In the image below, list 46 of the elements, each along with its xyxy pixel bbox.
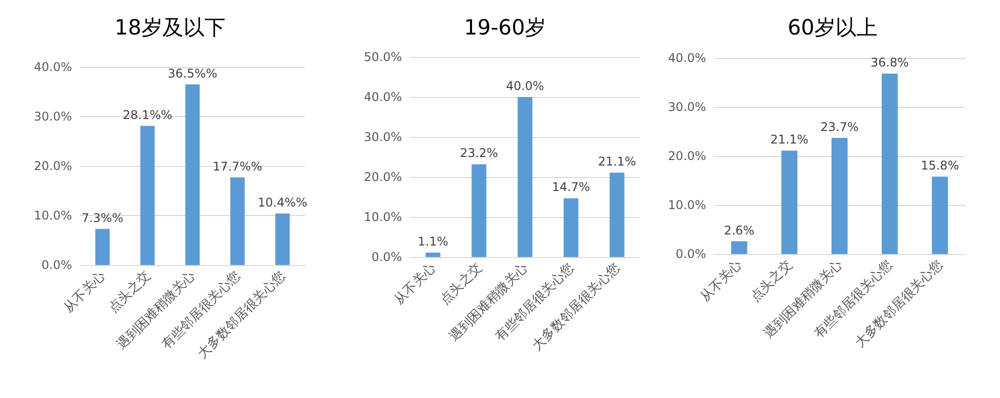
y-tick-label: 30.0% bbox=[668, 100, 706, 114]
bar bbox=[230, 177, 245, 265]
y-tick-label: 10.0% bbox=[668, 198, 706, 212]
data-label: 28.1%% bbox=[122, 108, 172, 122]
y-tick-label: 10.0% bbox=[364, 210, 402, 224]
bar bbox=[426, 252, 440, 257]
data-label: 36.8% bbox=[870, 56, 909, 70]
bar bbox=[832, 138, 848, 254]
bar bbox=[731, 241, 748, 254]
y-tick-label: 40.0% bbox=[34, 60, 72, 74]
data-label: 15.8% bbox=[920, 158, 959, 173]
data-label: 36.5%% bbox=[168, 66, 218, 80]
y-tick-label: 10.0% bbox=[34, 208, 72, 222]
bar bbox=[610, 172, 624, 257]
bar bbox=[95, 228, 110, 265]
bar bbox=[781, 150, 798, 254]
data-label: 10.4%% bbox=[258, 196, 308, 210]
bar bbox=[472, 164, 486, 257]
y-tick-label: 30.0% bbox=[364, 130, 402, 144]
bar bbox=[275, 214, 290, 265]
bar bbox=[932, 176, 948, 254]
data-label: 1.1% bbox=[418, 234, 448, 249]
y-tick-label: 20.0% bbox=[668, 149, 706, 163]
data-label: 23.7% bbox=[820, 120, 859, 134]
chart-title: 19-60岁 bbox=[464, 16, 546, 40]
y-tick-label: 30.0% bbox=[34, 110, 72, 124]
chart-title: 18岁及以下 bbox=[114, 16, 226, 40]
data-label: 21.1% bbox=[770, 132, 808, 147]
bar bbox=[564, 198, 578, 257]
data-label: 17.7%% bbox=[212, 159, 262, 174]
bar bbox=[882, 74, 898, 254]
bar bbox=[140, 126, 155, 265]
data-label: 23.2% bbox=[460, 146, 498, 160]
y-tick-label: 40.0% bbox=[364, 90, 402, 104]
bar bbox=[185, 84, 200, 265]
data-label: 14.7% bbox=[552, 180, 590, 194]
y-tick-label: 50.0% bbox=[364, 50, 402, 64]
data-label: 2.6% bbox=[724, 223, 754, 238]
y-tick-label: 20.0% bbox=[364, 170, 402, 184]
chart-title: 60岁以上 bbox=[788, 16, 878, 40]
bar bbox=[518, 97, 532, 257]
y-tick-label: 40.0% bbox=[668, 51, 706, 65]
y-tick-label: 20.0% bbox=[34, 159, 72, 173]
data-label: 40.0% bbox=[506, 79, 544, 93]
data-label: 7.3%% bbox=[82, 210, 124, 225]
data-label: 21.1% bbox=[598, 154, 636, 169]
